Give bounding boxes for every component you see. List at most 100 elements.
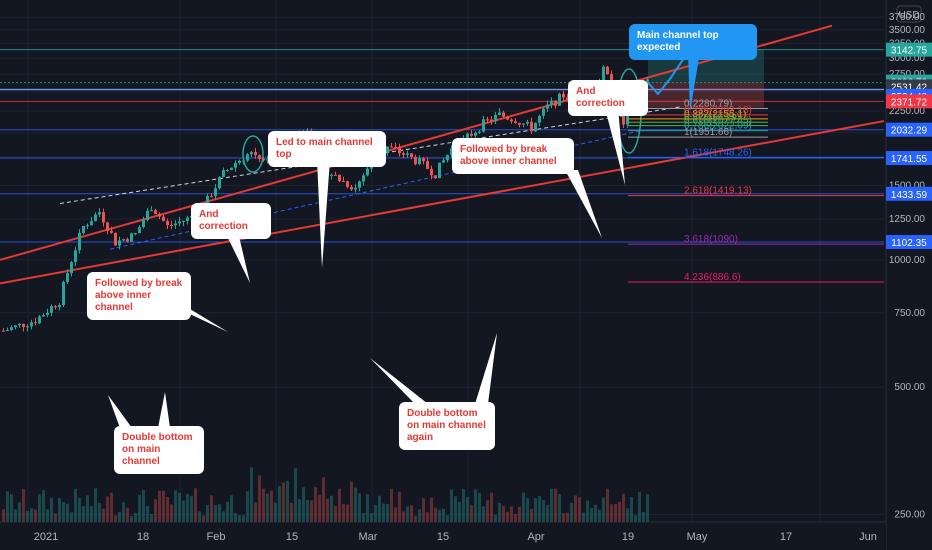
loss-zone	[648, 82, 764, 108]
volume-bar	[182, 500, 185, 522]
y-tick-label-8: 2250.00	[889, 106, 926, 117]
x-tick-label-10: Jun	[859, 531, 877, 543]
price-tag-bg-8	[886, 186, 932, 201]
volume-bar	[606, 488, 609, 522]
volume-bar	[610, 504, 613, 522]
x-tick-label-0: 2021	[34, 531, 58, 543]
volume-bar	[206, 505, 209, 522]
volume-bar	[102, 508, 105, 522]
volume-bar	[150, 514, 153, 522]
volume-bar	[490, 492, 493, 522]
volume-bar	[362, 513, 365, 522]
volume-bar	[538, 496, 541, 522]
candle-body	[90, 221, 93, 226]
volume-bar	[22, 488, 25, 522]
y-tick-label-11: 3000.00	[889, 53, 926, 64]
volume-bar	[186, 494, 189, 522]
volume-bar	[278, 485, 281, 522]
volume-bar	[414, 515, 417, 522]
volume-bar	[502, 505, 505, 522]
time-axis[interactable]: 2021 18 Feb 15 Mar 15 Apr 19 May 17 Jun	[0, 521, 886, 550]
volume-bar	[614, 503, 617, 522]
volume-bar	[598, 509, 601, 522]
volume-bar	[178, 492, 181, 522]
candle-body	[50, 306, 53, 313]
candle-body	[438, 162, 441, 179]
volume-bar	[122, 502, 125, 522]
volume-bar	[530, 509, 533, 522]
pointer-double-bottom-left-b	[158, 392, 170, 428]
volume-bar	[90, 505, 93, 522]
candle-body	[118, 240, 121, 246]
candle-body	[18, 323, 21, 326]
volume-bar	[82, 505, 85, 522]
volume-bar	[262, 488, 265, 522]
volume-bar	[190, 495, 193, 522]
volume-bar	[302, 487, 305, 522]
volume-bar	[2, 509, 5, 522]
candle-body	[102, 212, 105, 223]
volume-bar	[218, 504, 221, 522]
volume-bar	[78, 498, 81, 522]
volume-bar	[546, 504, 549, 522]
candle-body	[502, 112, 505, 117]
candle-body	[390, 146, 393, 148]
volume-bar	[146, 505, 149, 522]
fib-label-4: 0.618(2077.45)	[684, 116, 752, 127]
price-axis[interactable]: USD 250.00 500.00 750.00 1000.00 1250.00 1500.…	[885, 0, 932, 550]
candle-body	[538, 115, 541, 123]
candle-body	[166, 220, 169, 225]
candle-body	[146, 210, 149, 221]
volume-bar	[594, 504, 597, 522]
price-tag-5: 2371.72	[891, 97, 928, 108]
price-tag-0: 3142.75	[891, 46, 928, 57]
volume-bar	[170, 504, 173, 522]
candle-body	[262, 158, 265, 161]
volume-bar	[50, 497, 53, 522]
candle-body	[430, 168, 433, 176]
callout-double-bottom-left: Double bottom on main channel	[114, 426, 204, 474]
volume-bar	[590, 507, 593, 522]
candle-body	[350, 186, 353, 190]
candle-body	[402, 153, 405, 155]
volume-bar	[338, 488, 341, 522]
price-tag-bg-7	[886, 151, 932, 166]
volume-bar	[446, 515, 449, 522]
volume-bar	[114, 515, 117, 522]
volume-bar	[142, 489, 145, 522]
fib-levels: 0(2280.79)0.236(2203.13)0.382(2155.1)0.5…	[628, 99, 884, 283]
candle-body	[550, 100, 553, 105]
candle-body	[482, 119, 485, 132]
volume-bar	[410, 505, 413, 522]
volume-bar	[106, 496, 109, 522]
main-channel-bottom	[0, 120, 885, 285]
candle-body	[22, 323, 25, 328]
candle-body	[334, 174, 337, 176]
y-tick-label-2: 750.00	[894, 308, 925, 319]
volume-bar	[254, 502, 257, 522]
volume-bar	[214, 504, 217, 522]
volume-bar	[334, 506, 337, 522]
pointer-correction-right	[605, 108, 625, 185]
main-channel-top	[0, 24, 833, 261]
candle-body	[134, 233, 137, 235]
volume-bar	[42, 490, 45, 522]
pointer-double-bottom-again-a	[370, 358, 428, 404]
candle-body	[494, 114, 497, 122]
correction-ellipse-left	[242, 135, 264, 173]
candle-body	[26, 326, 29, 328]
candle-body	[526, 121, 529, 124]
volume-bar	[542, 499, 545, 522]
y-tick-label-5: 1500.00	[889, 180, 926, 191]
x-tick-label-2: Feb	[207, 531, 226, 543]
fib-label-9: 3.618(1090)	[684, 234, 738, 245]
candle-body	[2, 330, 5, 332]
candle-body	[486, 119, 489, 121]
volume-bar	[578, 497, 581, 522]
volume-bar	[94, 488, 97, 522]
volume-bar	[138, 494, 141, 522]
volume-bar	[46, 509, 49, 522]
volume-bar	[478, 492, 481, 522]
candle-body	[414, 157, 417, 165]
